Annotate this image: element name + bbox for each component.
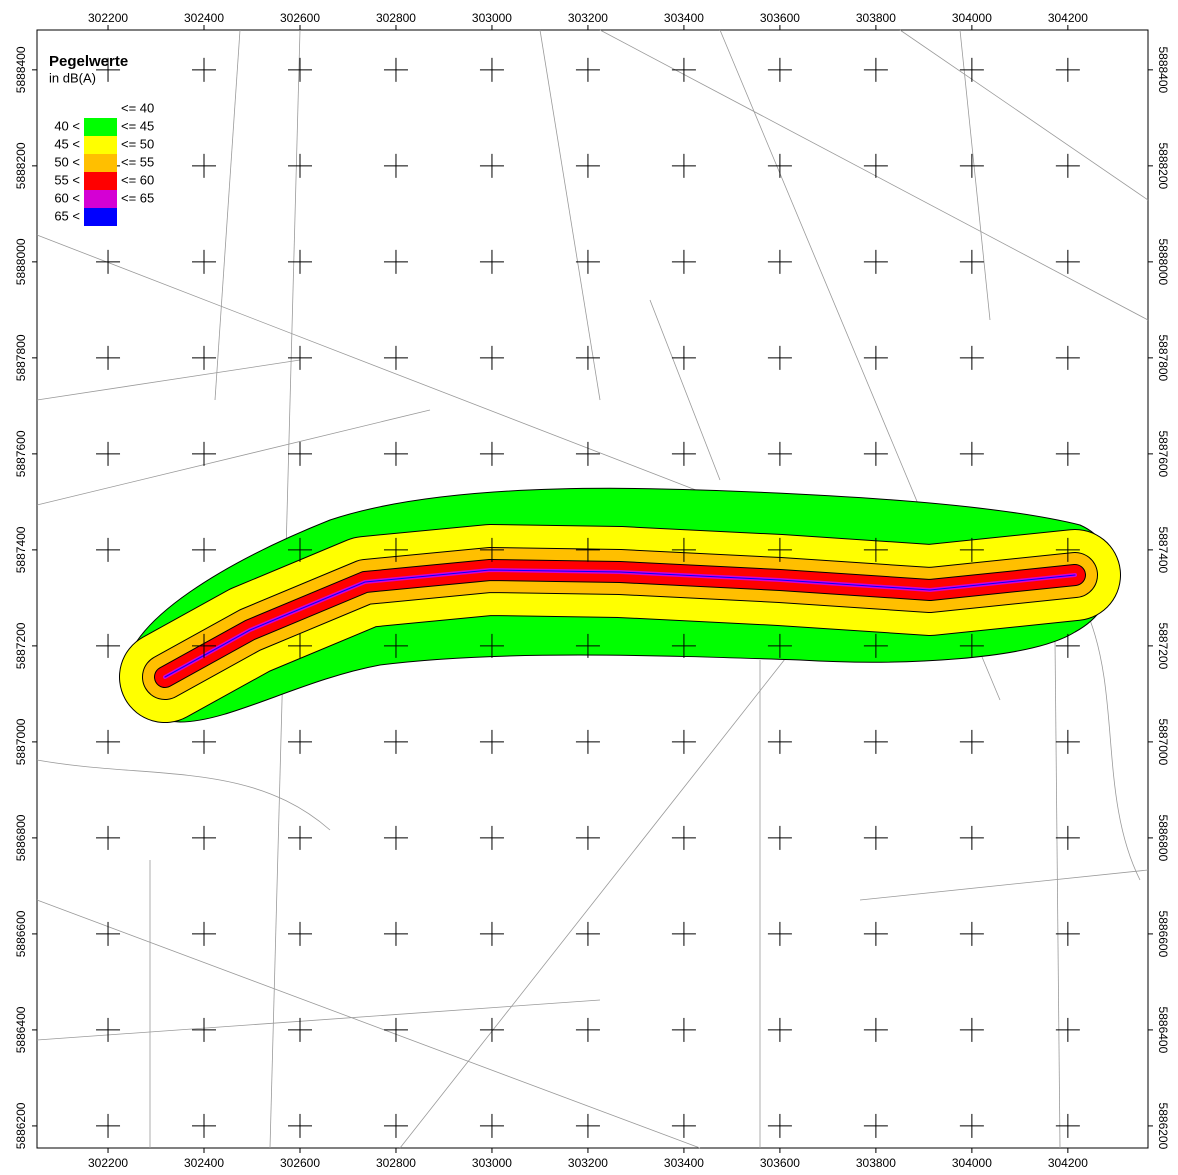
y-tick-label: 5886600 (1156, 911, 1170, 958)
x-tick-label: 303400 (664, 1156, 704, 1170)
x-tick-label: 302800 (376, 11, 416, 25)
y-tick-label: 5886600 (14, 910, 28, 957)
x-tick-label: 302800 (376, 1156, 416, 1170)
y-tick-label: 5887600 (14, 430, 28, 477)
contour-bands (119, 524, 1121, 723)
y-tick-label: 5886400 (14, 1006, 28, 1053)
x-tick-label: 303000 (472, 11, 512, 25)
y-tick-label: 5887400 (14, 526, 28, 573)
legend-swatch (84, 118, 117, 136)
y-tick-label: 5887000 (14, 718, 28, 765)
x-tick-label: 302200 (88, 11, 128, 25)
y-tick-label: 5887400 (1156, 527, 1170, 574)
x-tick-label: 303400 (664, 11, 704, 25)
x-tick-label: 302600 (280, 1156, 320, 1170)
y-tick-label: 5886800 (1156, 815, 1170, 862)
y-tick-label: 5887800 (1156, 335, 1170, 382)
legend-title: Pegelwerte (49, 53, 128, 70)
x-tick-label: 302400 (184, 1156, 224, 1170)
legend-to: <= 50 (121, 136, 154, 151)
y-tick-label: 5888000 (1156, 238, 1170, 285)
road (164, 569, 1076, 678)
y-tick-label: 5888200 (14, 142, 28, 189)
x-tick-label: 303800 (856, 1156, 896, 1170)
legend-swatch (84, 208, 117, 226)
y-tick-label: 5887200 (1156, 623, 1170, 670)
x-tick-label: 302600 (280, 11, 320, 25)
x-tick-label: 304000 (952, 1156, 992, 1170)
legend-swatch (84, 190, 117, 208)
legend-from: 60 < (54, 190, 80, 205)
x-tick-label: 303800 (856, 11, 896, 25)
legend-from: 55 < (54, 172, 80, 187)
x-tick-label: 302400 (184, 11, 224, 25)
x-tick-label: 303000 (472, 1156, 512, 1170)
y-tick-label: 5888000 (14, 238, 28, 285)
legend-swatch (84, 136, 117, 154)
x-tick-label: 303200 (568, 1156, 608, 1170)
x-tick-label: 304200 (1048, 11, 1088, 25)
y-tick-label: 5887000 (1156, 719, 1170, 766)
y-tick-label: 5888400 (14, 46, 28, 93)
y-tick-label: 5886400 (1156, 1007, 1170, 1054)
legend-unit: in dB(A) (49, 70, 96, 85)
legend-swatch (84, 154, 117, 172)
y-tick-label: 5886200 (14, 1102, 28, 1149)
legend-from: 45 < (54, 136, 80, 151)
legend-from: 50 < (54, 154, 80, 169)
y-tick-label: 5886200 (1156, 1103, 1170, 1150)
x-tick-label: 303200 (568, 11, 608, 25)
legend-swatch (84, 172, 117, 190)
legend-to: <= 45 (121, 118, 154, 133)
x-tick-label: 302200 (88, 1156, 128, 1170)
legend-to: <= 55 (121, 154, 154, 169)
y-tick-label: 5888400 (1156, 46, 1170, 93)
x-tick-label: 304200 (1048, 1156, 1088, 1170)
x-tick-label: 303600 (760, 1156, 800, 1170)
legend-from: 40 < (54, 118, 80, 133)
y-tick-label: 5887600 (1156, 431, 1170, 478)
legend-from: 65 < (54, 208, 80, 223)
y-tick-label: 5888200 (1156, 142, 1170, 189)
y-tick-label: 5887200 (14, 622, 28, 669)
y-tick-label: 5886800 (14, 814, 28, 861)
y-tick-label: 5887800 (14, 334, 28, 381)
x-tick-label: 303600 (760, 11, 800, 25)
legend-to: <= 60 (121, 172, 154, 187)
legend-to: <= 40 (121, 100, 154, 115)
x-tick-label: 304000 (952, 11, 992, 25)
legend-to: <= 65 (121, 190, 154, 205)
